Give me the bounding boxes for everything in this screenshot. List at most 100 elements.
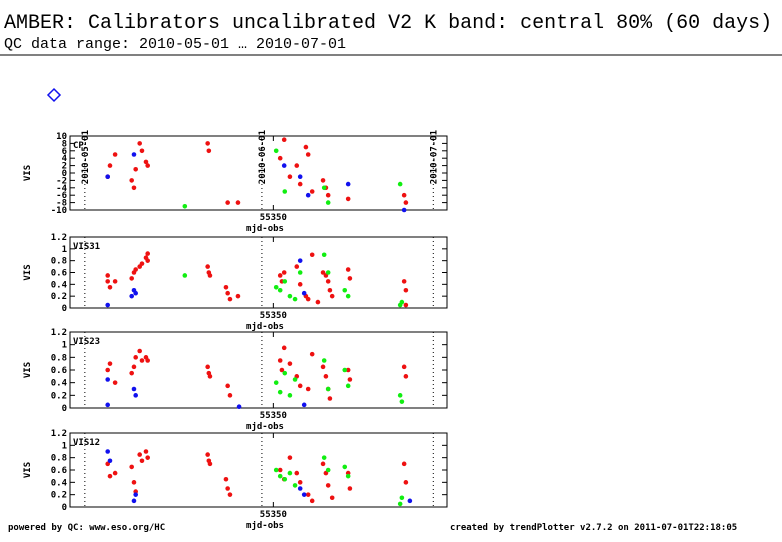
point	[133, 492, 138, 497]
point	[297, 383, 303, 389]
y-tick-label: 0.6	[51, 269, 67, 279]
point	[145, 251, 150, 256]
point	[287, 455, 293, 460]
point	[282, 279, 288, 284]
point	[107, 473, 113, 479]
point	[327, 287, 333, 293]
y-tick-label: 0.8	[51, 454, 67, 464]
point	[281, 137, 287, 142]
point	[297, 181, 303, 187]
point	[207, 273, 213, 278]
point	[297, 258, 303, 263]
point	[227, 492, 233, 497]
point	[309, 498, 315, 504]
point	[129, 276, 134, 281]
point	[309, 351, 315, 357]
point	[105, 174, 110, 179]
point	[139, 148, 145, 154]
point	[131, 152, 137, 157]
point	[133, 290, 138, 296]
point	[107, 163, 113, 168]
point	[287, 174, 293, 179]
point	[206, 148, 212, 154]
point	[347, 486, 353, 491]
point	[131, 364, 137, 370]
point	[107, 284, 113, 290]
point	[325, 200, 331, 205]
point	[325, 483, 331, 488]
subtitle: QC data range: 2010-05-01 … 2010-07-01	[4, 36, 346, 53]
point	[287, 393, 293, 398]
point	[277, 473, 283, 479]
point	[287, 293, 293, 299]
point	[112, 470, 118, 476]
point	[225, 383, 230, 389]
point	[321, 252, 327, 258]
point	[131, 185, 137, 191]
point	[235, 293, 241, 299]
x-tick-label: 55350	[260, 510, 287, 520]
point	[401, 192, 407, 198]
y-tick-label: 1	[62, 245, 67, 255]
x-tick-label: 55350	[260, 213, 287, 223]
point	[309, 189, 315, 194]
point	[345, 367, 351, 373]
point	[347, 377, 353, 382]
point	[131, 498, 137, 504]
point	[129, 178, 134, 183]
point	[207, 461, 213, 467]
point	[145, 258, 150, 263]
point	[325, 467, 331, 473]
point	[329, 293, 335, 299]
point	[345, 267, 351, 272]
point	[282, 189, 288, 194]
diamond-marker	[46, 87, 62, 103]
point	[205, 364, 210, 370]
point	[399, 495, 405, 501]
point	[227, 393, 233, 398]
y-axis-label: VIS	[23, 362, 33, 378]
point	[397, 181, 403, 187]
point	[107, 361, 113, 366]
point	[227, 296, 233, 302]
point	[279, 367, 285, 373]
point	[133, 167, 138, 172]
point	[294, 163, 300, 168]
point	[325, 386, 331, 392]
point	[325, 192, 331, 198]
point	[403, 287, 409, 293]
y-tick-label: 0.6	[51, 366, 67, 376]
y-tick-label: 1.2	[51, 328, 67, 338]
date-label: 2010-07-01	[429, 130, 439, 184]
point	[107, 458, 113, 464]
point	[282, 476, 288, 482]
point	[139, 261, 145, 266]
point	[112, 152, 118, 157]
point	[301, 492, 307, 497]
y-tick-label: 2	[62, 162, 67, 172]
y-tick-label: 0.2	[51, 491, 67, 501]
y-tick-label: 0	[62, 169, 67, 179]
point	[105, 279, 110, 284]
point	[236, 404, 242, 410]
title: AMBER: Calibrators uncalibrated V2 K ban…	[4, 12, 772, 35]
footer-left: powered by QC: www.eso.org/HC	[8, 523, 165, 533]
date-label: 2010-05-01	[81, 130, 91, 184]
y-tick-label: 0	[62, 404, 67, 414]
point	[139, 358, 145, 363]
point	[105, 302, 110, 308]
point	[309, 252, 315, 258]
x-axis-label: mjd-obs	[246, 421, 284, 432]
point	[182, 204, 188, 209]
x-axis-label: mjd-obs	[246, 520, 284, 531]
y-tick-label: 8	[62, 139, 67, 149]
point	[315, 299, 321, 305]
point	[145, 455, 150, 460]
point	[294, 470, 300, 476]
point	[105, 273, 110, 278]
y-tick-label: 10	[56, 132, 67, 142]
point	[112, 380, 118, 385]
point	[329, 495, 335, 501]
point	[131, 480, 137, 485]
